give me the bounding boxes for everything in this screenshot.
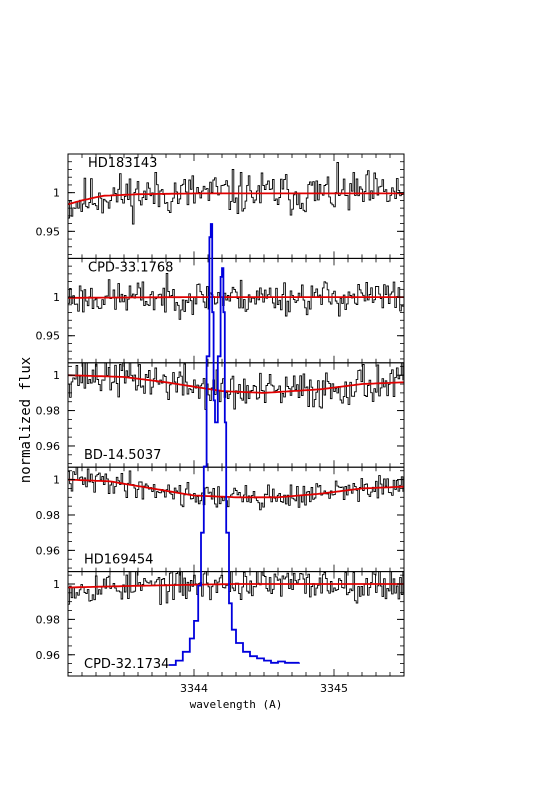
y-tick-label: 0.98: [36, 613, 61, 626]
overlay-line: [168, 223, 300, 666]
y-tick-label: 0.98: [36, 509, 61, 522]
axes-layer: 3344 3345: [67, 154, 405, 695]
y-tick-label: 0.96: [36, 440, 61, 453]
y-tick-label: 0.96: [36, 649, 61, 662]
y-tick-label: 1: [53, 578, 60, 591]
y-tick-label: 1: [53, 369, 60, 382]
panel-CPD-33.1768: 1 0.95 CPD-33.1768: [36, 257, 405, 364]
y-tick-label: 1: [53, 474, 60, 487]
spectrum-line: [68, 467, 404, 511]
y-tick-label: 0.96: [36, 544, 61, 557]
y-tick-label: 1: [53, 187, 60, 200]
panel-CPD-32.1734: 1 0.98 0.96 CPD-32.1734: [36, 571, 405, 677]
x-axis-label: wavelength (A): [190, 698, 283, 711]
model-curve: [68, 583, 404, 589]
y-axis-label: normalized flux: [18, 357, 34, 483]
model-curve: [68, 478, 404, 499]
overlay-series: [168, 223, 300, 666]
x-tick-label: 3344: [180, 682, 208, 695]
star-label: CPD-33.1768: [88, 260, 173, 275]
spectrum-line: [68, 273, 404, 320]
model-curve: [68, 374, 404, 394]
model-curve: [68, 296, 404, 299]
star-label: HD183143: [88, 156, 157, 171]
spectrum-line: [68, 162, 404, 225]
y-tick-label: 1: [53, 291, 60, 304]
star-label: BD-14.5037: [84, 448, 161, 463]
panel-HD169454: 1 0.98 0.96 HD169454: [36, 466, 405, 573]
star-label: CPD-32.1734: [84, 657, 169, 672]
model-curve: [68, 192, 404, 206]
x-tick-label: 3345: [320, 682, 348, 695]
y-tick-label: 0.95: [36, 225, 61, 238]
panel-HD183143: 1 0.95 HD183143: [36, 153, 405, 259]
y-tick-label: 0.95: [36, 330, 61, 343]
panel-stack: 1 0.95 HD183143 1 0.95 CPD-33.1768 1 0.98 0.96 BD…: [36, 153, 405, 677]
y-tick-label: 0.98: [36, 405, 61, 418]
panel-BD-14.5037: 1 0.98 0.96 BD-14.5037: [36, 362, 405, 468]
star-label: HD169454: [84, 553, 153, 568]
